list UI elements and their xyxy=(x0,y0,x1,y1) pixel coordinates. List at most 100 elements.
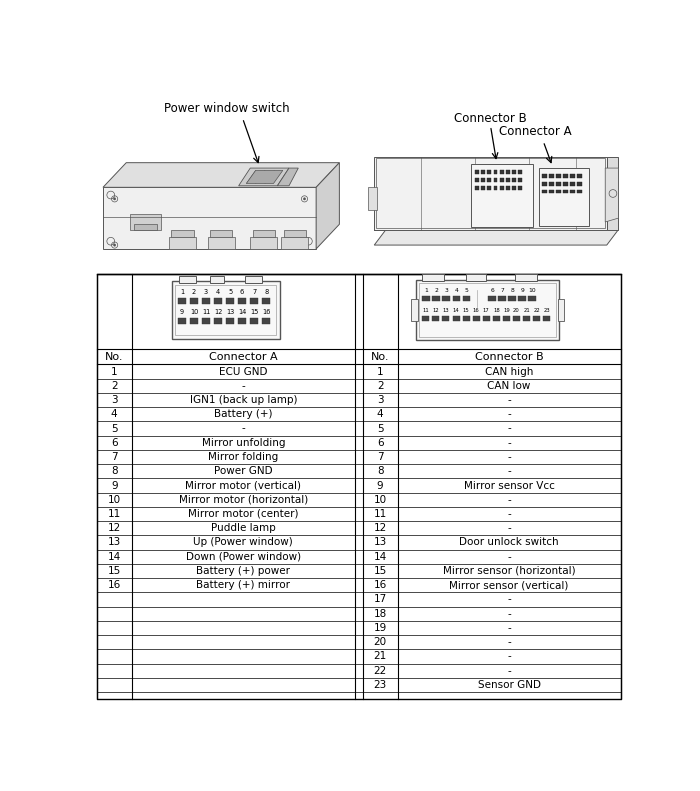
Polygon shape xyxy=(210,229,232,237)
Bar xyxy=(570,174,575,178)
Bar xyxy=(202,298,210,304)
Text: Mirror motor (horizontal): Mirror motor (horizontal) xyxy=(178,494,308,505)
Text: 6: 6 xyxy=(111,437,118,448)
Polygon shape xyxy=(607,157,618,229)
Text: -: - xyxy=(508,452,511,462)
Bar xyxy=(570,182,575,186)
Text: 8: 8 xyxy=(510,288,514,293)
Circle shape xyxy=(303,244,306,246)
Bar xyxy=(412,299,418,320)
Text: 2: 2 xyxy=(434,288,438,293)
Bar xyxy=(226,318,234,324)
Polygon shape xyxy=(251,237,277,249)
Bar xyxy=(542,174,547,178)
Bar xyxy=(506,178,510,182)
Bar xyxy=(512,186,516,190)
Bar xyxy=(515,274,537,282)
Bar xyxy=(190,298,198,304)
Text: -: - xyxy=(508,423,511,433)
Bar xyxy=(494,186,498,190)
Bar xyxy=(483,316,490,321)
Text: 21: 21 xyxy=(523,308,530,312)
Text: 16: 16 xyxy=(473,308,480,312)
Text: IGN1 (back up lamp): IGN1 (back up lamp) xyxy=(190,395,297,405)
Text: 15: 15 xyxy=(373,566,386,576)
Text: 12: 12 xyxy=(108,523,121,533)
Text: -: - xyxy=(241,380,245,391)
Bar xyxy=(564,174,568,178)
Text: 7: 7 xyxy=(500,288,504,293)
Text: -: - xyxy=(508,552,511,562)
Polygon shape xyxy=(172,229,194,237)
Bar xyxy=(376,158,606,228)
Bar xyxy=(519,178,522,182)
Text: 11: 11 xyxy=(202,309,210,315)
Text: 10: 10 xyxy=(190,309,198,315)
Bar xyxy=(214,318,223,324)
Text: 8: 8 xyxy=(111,466,118,476)
Bar xyxy=(578,190,582,194)
Bar xyxy=(433,296,440,301)
Bar xyxy=(214,298,223,304)
Bar xyxy=(542,190,547,194)
Bar xyxy=(533,316,540,321)
Text: 6: 6 xyxy=(377,437,384,448)
Text: CAN low: CAN low xyxy=(487,380,531,391)
Bar xyxy=(433,316,440,321)
Text: 19: 19 xyxy=(503,308,510,312)
Bar xyxy=(442,316,449,321)
Text: -: - xyxy=(508,609,511,619)
Bar xyxy=(442,296,450,301)
Text: 3: 3 xyxy=(377,395,384,405)
Text: 12: 12 xyxy=(373,523,386,533)
Text: 5: 5 xyxy=(111,423,118,433)
Bar xyxy=(494,178,498,182)
Text: Mirror sensor (vertical): Mirror sensor (vertical) xyxy=(449,581,569,590)
Bar xyxy=(422,296,430,301)
Bar xyxy=(178,298,186,304)
Text: 16: 16 xyxy=(262,309,270,315)
Text: 11: 11 xyxy=(373,509,386,519)
Bar xyxy=(513,316,520,321)
Circle shape xyxy=(113,198,116,200)
Bar xyxy=(487,170,491,174)
Bar xyxy=(475,178,479,182)
Bar xyxy=(481,170,485,174)
Text: 8: 8 xyxy=(264,290,268,295)
Text: 6: 6 xyxy=(240,290,244,295)
Text: -: - xyxy=(508,623,511,633)
Text: 10: 10 xyxy=(108,494,121,505)
Text: -: - xyxy=(508,509,511,519)
Text: 15: 15 xyxy=(108,566,121,576)
Text: 9: 9 xyxy=(520,288,524,293)
Bar xyxy=(542,182,547,186)
Bar xyxy=(523,316,530,321)
Text: 10: 10 xyxy=(528,288,536,293)
Text: Mirror sensor Vcc: Mirror sensor Vcc xyxy=(463,480,554,490)
Text: 17: 17 xyxy=(483,308,489,312)
Text: 2: 2 xyxy=(377,380,384,391)
Text: 12: 12 xyxy=(214,309,223,315)
Text: Down (Power window): Down (Power window) xyxy=(186,552,301,562)
Text: Power window switch: Power window switch xyxy=(164,102,290,115)
Polygon shape xyxy=(130,214,161,229)
Bar xyxy=(475,170,479,174)
Text: 5: 5 xyxy=(228,290,232,295)
Polygon shape xyxy=(277,168,298,186)
Text: Mirror motor (center): Mirror motor (center) xyxy=(188,509,298,519)
Text: 10: 10 xyxy=(374,494,386,505)
Polygon shape xyxy=(374,157,607,229)
Bar xyxy=(500,186,504,190)
Text: 6: 6 xyxy=(490,288,494,293)
Polygon shape xyxy=(316,163,340,249)
Text: No.: No. xyxy=(371,352,389,361)
Bar xyxy=(558,299,564,320)
Polygon shape xyxy=(103,163,339,187)
Text: 14: 14 xyxy=(108,552,121,562)
Bar xyxy=(564,190,568,194)
Bar xyxy=(498,296,506,301)
Text: 9: 9 xyxy=(180,309,184,315)
Polygon shape xyxy=(284,229,306,237)
Text: Connector A: Connector A xyxy=(499,126,572,138)
Polygon shape xyxy=(606,168,618,222)
